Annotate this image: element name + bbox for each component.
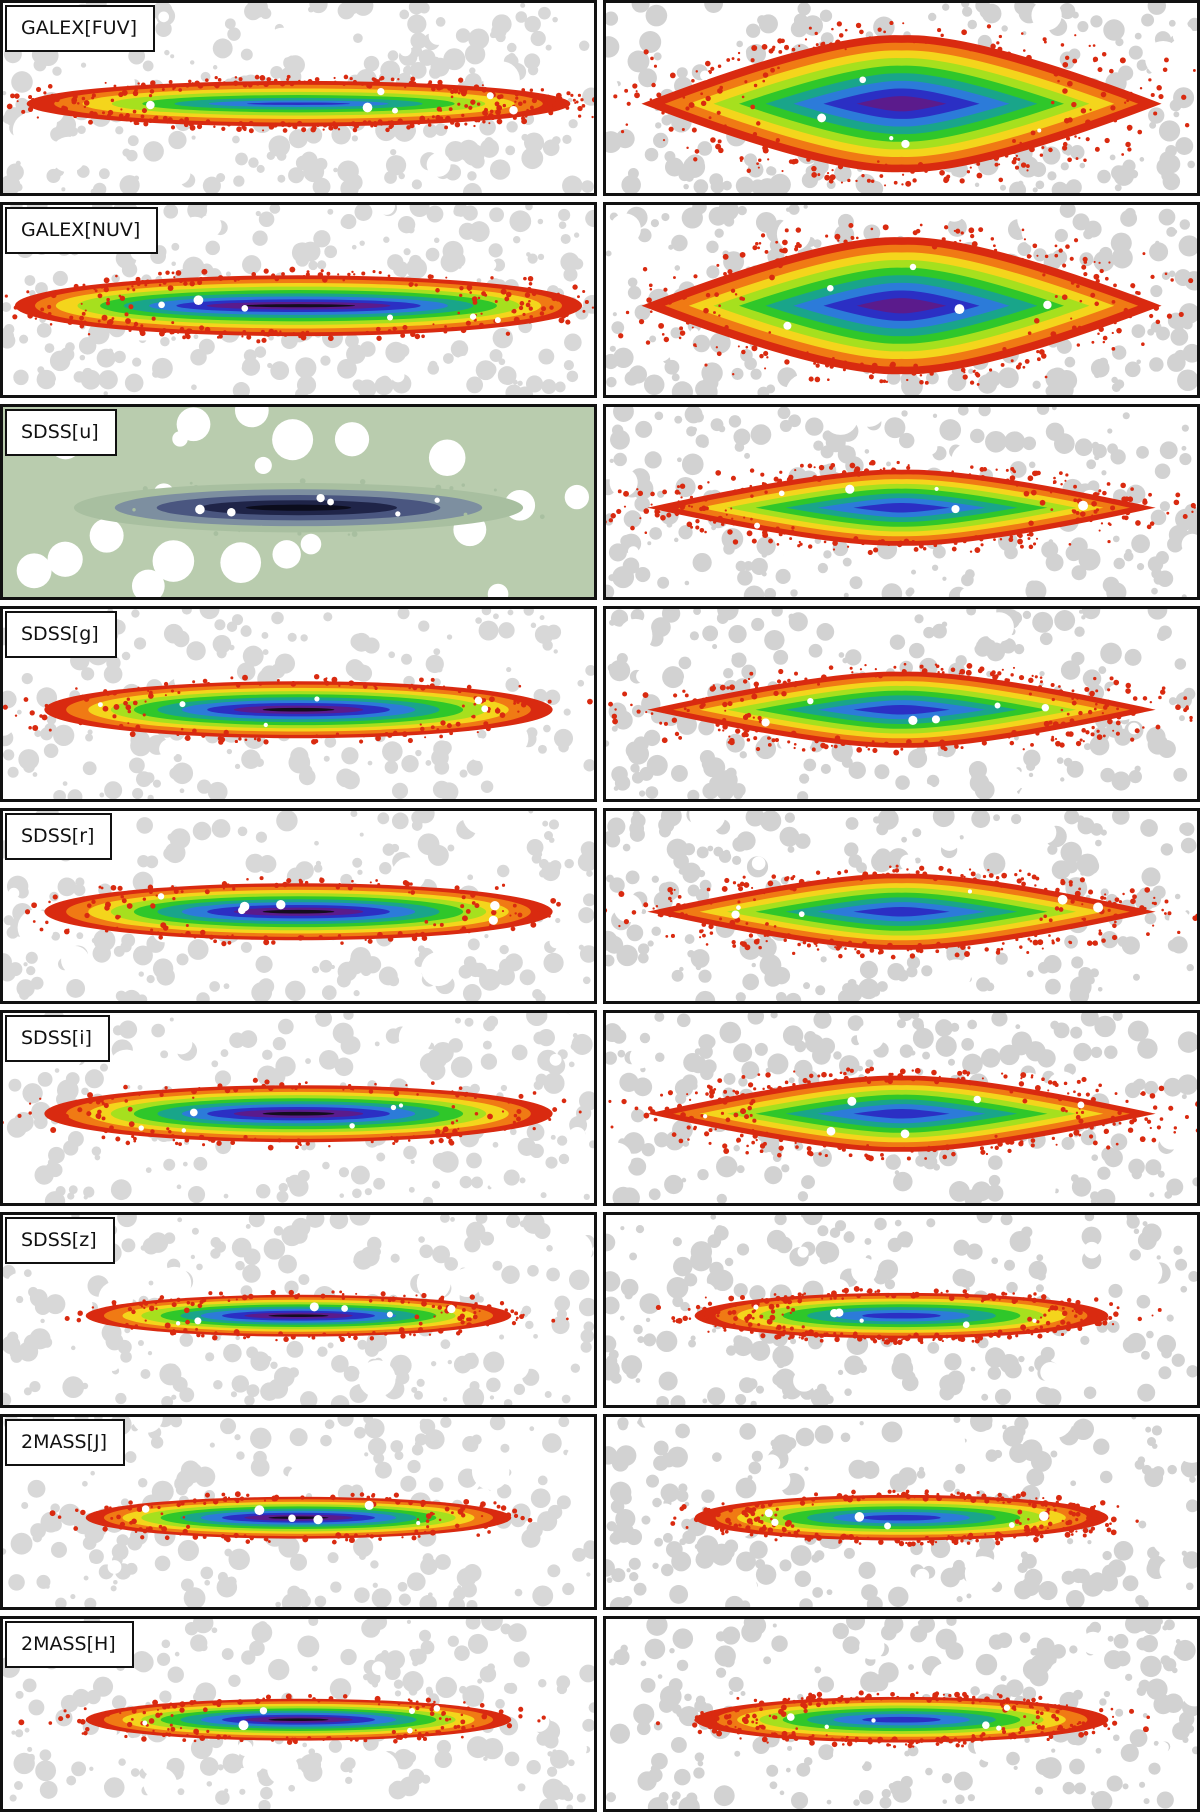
model-image-panel [603,1212,1200,1408]
model-image-panel [603,1414,1200,1610]
model-image-panel [603,1616,1200,1812]
band-label: GALEX[NUV] [5,207,159,254]
galaxy-model-image [606,811,1197,1001]
galaxy-image [3,1013,594,1203]
model-image-panel [603,202,1200,398]
observed-image-panel: SDSS[u] [0,404,597,600]
band-label: SDSS[g] [5,611,117,658]
galaxy-model-image [606,609,1197,799]
band-label: SDSS[r] [5,813,113,860]
galaxy-model-image [606,407,1197,597]
observed-image-panel: 2MASS[H] [0,1616,597,1812]
observed-image-panel: SDSS[i] [0,1010,597,1206]
observed-image-panel: SDSS[g] [0,606,597,802]
model-image-panel [603,1010,1200,1206]
model-image-panel [603,606,1200,802]
galaxy-model-image [606,1619,1197,1809]
observed-image-panel: GALEX[FUV] [0,0,597,196]
galaxy-image [3,3,594,193]
observed-image-panel: GALEX[NUV] [0,202,597,398]
galaxy-model-image [606,1013,1197,1203]
observed-image-panel: 2MASS[J] [0,1414,597,1610]
model-image-panel [603,404,1200,600]
galaxy-model-image [606,1215,1197,1405]
galaxy-image [3,205,594,395]
band-label: SDSS[z] [5,1217,115,1264]
observed-image-panel: SDSS[r] [0,808,597,1004]
galaxy-model-image [606,1417,1197,1607]
band-label: SDSS[u] [5,409,117,456]
band-label: 2MASS[H] [5,1621,134,1668]
galaxy-model-image [606,205,1197,395]
band-label: GALEX[FUV] [5,5,155,52]
model-image-panel [603,808,1200,1004]
observed-image-panel: SDSS[z] [0,1212,597,1408]
band-label: SDSS[i] [5,1015,110,1062]
band-label: 2MASS[J] [5,1419,126,1466]
galaxy-model-image [606,3,1197,193]
model-image-panel [603,0,1200,196]
